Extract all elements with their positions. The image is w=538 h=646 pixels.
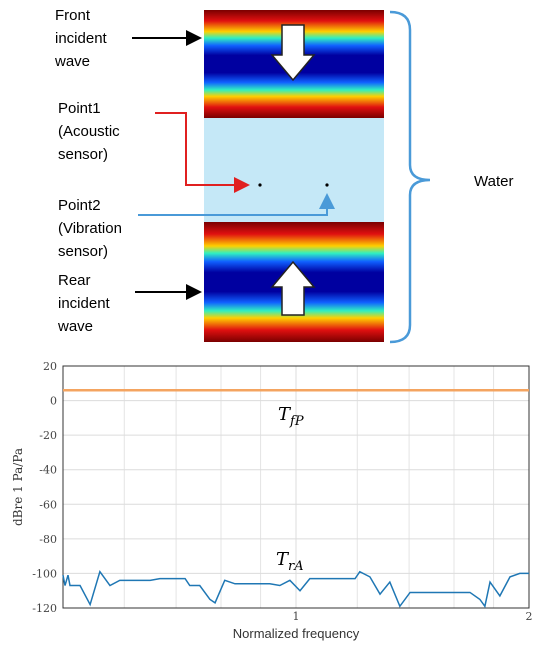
x-axis-label: Normalized frequency <box>233 626 360 641</box>
y-tick-label: 0 <box>50 395 57 408</box>
point2-label-2: (Vibration <box>58 220 122 237</box>
point2-pointer <box>138 193 335 216</box>
series-label: TrA <box>276 549 304 574</box>
series-label-base: T <box>278 404 292 425</box>
water-label: Water <box>474 173 513 190</box>
y-tick-label: -120 <box>32 602 57 615</box>
y-tick-label: 20 <box>43 360 57 373</box>
y-axis-label: dBre 1 Pa/Pa <box>11 448 25 526</box>
front-label-2: incident <box>55 30 108 47</box>
data-line <box>62 570 529 609</box>
series-label-base: T <box>276 549 290 570</box>
water-brace <box>389 10 431 344</box>
front-label-3: wave <box>54 53 90 70</box>
diagram: Front incident wave Point1 (Acoustic sen… <box>54 7 513 344</box>
series-label: TfP <box>278 404 304 429</box>
series-label-sub: fP <box>289 414 304 429</box>
plot-frame <box>62 365 530 609</box>
point2 <box>325 183 329 187</box>
front-label-1: Front <box>55 7 91 24</box>
y-tick-label: -100 <box>32 567 57 580</box>
y-tick-label: -20 <box>39 429 57 442</box>
x-tick-label: 2 <box>526 610 533 623</box>
rear-label-3: wave <box>57 318 93 335</box>
rear-label-1: Rear <box>58 272 91 289</box>
point1-label-2: (Acoustic <box>58 123 120 140</box>
water-region <box>204 118 384 222</box>
chart: -120 -100 -80 -60 -40 -20 0 20 1 2 Normalized freq… <box>11 360 533 641</box>
point1-pointer <box>155 112 250 193</box>
rear-label-2: incident <box>58 295 111 312</box>
point2-label-1: Point2 <box>58 197 101 214</box>
y-tick-label: -40 <box>39 464 57 477</box>
point1-label-1: Point1 <box>58 100 101 117</box>
y-tick-label: -60 <box>39 498 57 511</box>
point1-label-3: sensor) <box>58 146 108 163</box>
point2-label-3: sensor) <box>58 243 108 260</box>
up-arrow <box>270 260 316 316</box>
point1 <box>258 183 262 187</box>
down-arrow <box>270 24 316 82</box>
x-tick-label: 1 <box>293 610 300 623</box>
y-tick-label: -80 <box>39 533 57 546</box>
series-label-sub: rA <box>288 559 304 574</box>
